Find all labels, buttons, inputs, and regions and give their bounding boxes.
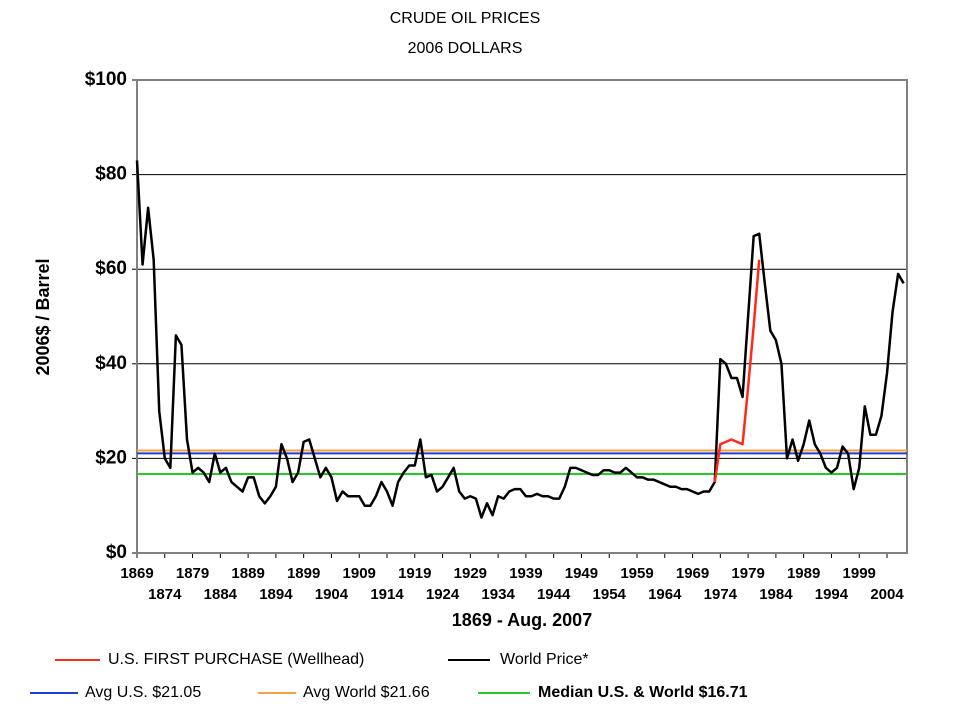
legend-label: Avg U.S. $21.05 bbox=[85, 684, 201, 701]
x-axis-label: 1869 - Aug. 2007 bbox=[452, 610, 592, 630]
x-tick-label: 1959 bbox=[620, 565, 653, 582]
legend-label: World Price* bbox=[500, 651, 589, 668]
y-tick-label: $40 bbox=[95, 353, 127, 374]
y-axis-label: 2006$ / Barrel bbox=[33, 258, 53, 375]
y-tick-label: $0 bbox=[106, 542, 127, 563]
x-tick-label: 2004 bbox=[870, 586, 904, 603]
legend-label: Avg World $21.66 bbox=[303, 684, 430, 701]
x-tick-label: 1904 bbox=[315, 586, 349, 603]
x-tick-label: 1914 bbox=[370, 586, 404, 603]
x-tick-label: 1999 bbox=[843, 565, 876, 582]
x-tick-label: 1869 bbox=[120, 565, 153, 582]
chart-subtitle: 2006 DOLLARS bbox=[408, 40, 523, 57]
x-tick-label: 1994 bbox=[815, 586, 849, 603]
x-tick-label: 1879 bbox=[176, 565, 209, 582]
y-tick-label: $80 bbox=[95, 164, 127, 185]
x-tick-label: 1954 bbox=[593, 586, 627, 603]
x-tick-label: 1924 bbox=[426, 586, 460, 603]
x-tick-label: 1949 bbox=[565, 565, 598, 582]
x-tick-label: 1984 bbox=[759, 586, 793, 603]
x-tick-label: 1874 bbox=[148, 586, 182, 603]
x-tick-label: 1974 bbox=[704, 586, 738, 603]
x-tick-label: 1964 bbox=[648, 586, 682, 603]
x-tick-label: 1989 bbox=[787, 565, 820, 582]
plot-frame bbox=[136, 79, 908, 554]
x-tick-label: 1929 bbox=[454, 565, 487, 582]
x-tick-label: 1884 bbox=[204, 586, 238, 603]
series-line bbox=[713, 259, 761, 483]
y-tick-label: $100 bbox=[85, 69, 127, 90]
x-tick-label: 1969 bbox=[676, 565, 709, 582]
x-tick-label: 1909 bbox=[343, 565, 376, 582]
x-tick-label: 1899 bbox=[287, 565, 320, 582]
legend-label: U.S. FIRST PURCHASE (Wellhead) bbox=[108, 651, 364, 668]
x-tick-label: 1894 bbox=[259, 586, 293, 603]
x-tick-label: 1979 bbox=[731, 565, 764, 582]
series-line bbox=[135, 160, 905, 519]
y-tick-label: $20 bbox=[95, 447, 127, 468]
x-tick-label: 1919 bbox=[398, 565, 431, 582]
x-tick-label: 1939 bbox=[509, 565, 542, 582]
y-tick-label: $60 bbox=[95, 258, 127, 279]
legend-label: Median U.S. & World $16.71 bbox=[538, 684, 748, 701]
x-tick-label: 1934 bbox=[481, 586, 515, 603]
x-tick-label: 1889 bbox=[231, 565, 264, 582]
x-tick-label: 1944 bbox=[537, 586, 571, 603]
chart-title: CRUDE OIL PRICES bbox=[390, 10, 541, 27]
